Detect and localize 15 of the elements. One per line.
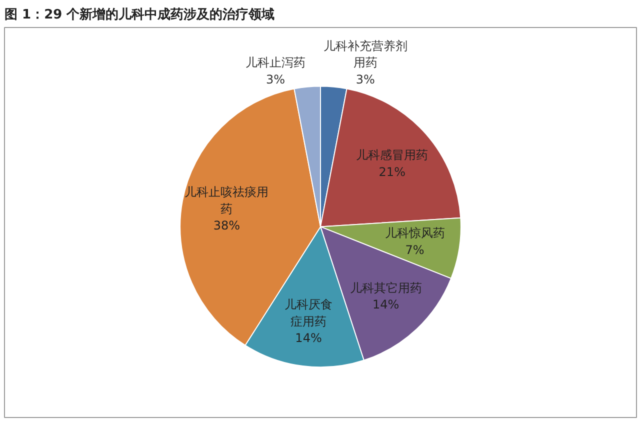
data-label: 14% (372, 298, 400, 312)
chart-title: 图 1：29 个新增的儿科中成药涉及的治疗领域 (4, 6, 275, 22)
slice-label: 儿科厌食症用药 (284, 298, 333, 328)
slice-label: 儿科感冒用药 (356, 148, 428, 162)
data-label: 3% (266, 72, 286, 86)
slice-label: 儿科止咳祛痰用药 (184, 185, 269, 216)
slice-label: 儿科惊风药 (384, 226, 445, 240)
slice-label: 儿科止泻药 (246, 56, 306, 70)
slice-label: 儿科其它用药 (350, 280, 422, 295)
data-label: 38% (213, 218, 240, 233)
data-label: 14% (295, 331, 322, 346)
data-label: 21% (378, 165, 406, 180)
slice-label: 儿科补充营养剂用药 (323, 38, 408, 70)
data-label: 3% (356, 72, 375, 86)
data-label: 7% (405, 243, 424, 258)
